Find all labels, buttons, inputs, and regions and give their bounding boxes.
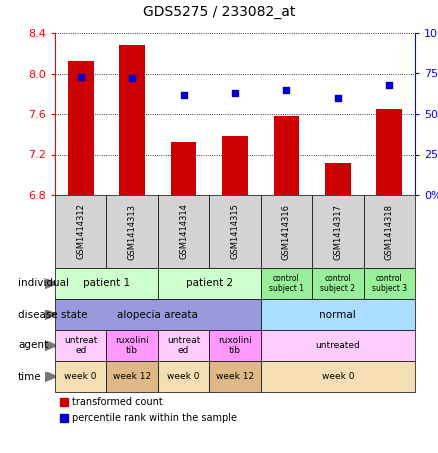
Text: ruxolini
tib: ruxolini tib xyxy=(115,336,149,355)
Text: transformed count: transformed count xyxy=(72,397,163,407)
Text: control
subject 1: control subject 1 xyxy=(269,274,304,293)
Text: week 0: week 0 xyxy=(64,372,97,381)
Text: untreated: untreated xyxy=(315,341,360,350)
Text: alopecia areata: alopecia areata xyxy=(117,309,198,319)
Text: control
subject 2: control subject 2 xyxy=(320,274,355,293)
Text: week 0: week 0 xyxy=(321,372,354,381)
Text: normal: normal xyxy=(319,309,356,319)
Text: GSM1414315: GSM1414315 xyxy=(230,203,240,260)
Text: GSM1414313: GSM1414313 xyxy=(127,203,137,260)
Text: GSM1414318: GSM1414318 xyxy=(385,203,394,260)
Polygon shape xyxy=(45,279,57,289)
Text: patient 1: patient 1 xyxy=(83,279,130,289)
Bar xyxy=(325,163,351,195)
Polygon shape xyxy=(45,371,57,381)
Text: disease state: disease state xyxy=(18,309,88,319)
Bar xyxy=(171,142,196,195)
Point xyxy=(129,75,136,82)
Text: ruxolini
tib: ruxolini tib xyxy=(218,336,252,355)
Bar xyxy=(274,116,299,195)
Text: week 12: week 12 xyxy=(216,372,254,381)
Text: GSM1414316: GSM1414316 xyxy=(282,203,291,260)
Text: time: time xyxy=(18,371,42,381)
Text: individual: individual xyxy=(18,279,69,289)
Text: week 12: week 12 xyxy=(113,372,151,381)
Text: GSM1414317: GSM1414317 xyxy=(333,203,343,260)
Text: untreat
ed: untreat ed xyxy=(167,336,200,355)
Polygon shape xyxy=(45,341,57,351)
Text: percentile rank within the sample: percentile rank within the sample xyxy=(72,413,237,423)
Point xyxy=(283,86,290,93)
Point xyxy=(386,81,393,88)
Text: agent: agent xyxy=(18,341,48,351)
Text: week 0: week 0 xyxy=(167,372,200,381)
Bar xyxy=(376,109,402,195)
Point xyxy=(334,94,341,101)
Bar xyxy=(119,45,145,195)
Point xyxy=(77,73,84,80)
Text: GDS5275 / 233082_at: GDS5275 / 233082_at xyxy=(143,5,295,19)
Text: untreat
ed: untreat ed xyxy=(64,336,97,355)
Bar xyxy=(222,136,248,195)
Bar xyxy=(68,61,94,195)
Text: control
subject 3: control subject 3 xyxy=(372,274,407,293)
Text: GSM1414312: GSM1414312 xyxy=(76,203,85,260)
Text: patient 2: patient 2 xyxy=(186,279,233,289)
Text: GSM1414314: GSM1414314 xyxy=(179,203,188,260)
Polygon shape xyxy=(45,309,57,319)
Point xyxy=(232,89,239,96)
Point xyxy=(180,91,187,98)
